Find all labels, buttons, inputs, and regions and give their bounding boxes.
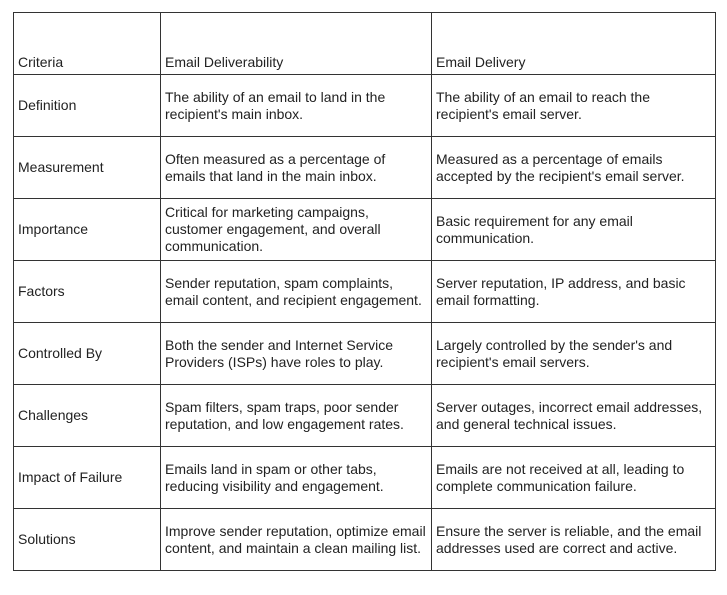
criteria-cell: Solutions xyxy=(13,508,161,571)
criteria-cell: Controlled By xyxy=(13,322,161,385)
criteria-cell: Challenges xyxy=(13,384,161,447)
table-row: Definition The ability of an email to lan… xyxy=(13,74,716,137)
comparison-table: Criteria Email Deliverability Email Delive… xyxy=(13,12,716,571)
table-cell: The ability of an email to land in the r… xyxy=(160,74,432,137)
table-row: Challenges Spam filters, spam traps, poor… xyxy=(13,384,716,447)
table-cell: The ability of an email to reach the rec… xyxy=(431,74,716,137)
table-cell: Basic requirement for any email communic… xyxy=(431,198,716,261)
table-cell: Critical for marketing campaigns, custom… xyxy=(160,198,432,261)
table-body: Definition The ability of an email to lan… xyxy=(13,74,716,571)
table-cell: Largely controlled by the sender's and r… xyxy=(431,322,716,385)
table-cell: Emails are not received at all, leading … xyxy=(431,446,716,509)
table-cell: Improve sender reputation, optimize emai… xyxy=(160,508,432,571)
table-row: Factors Sender reputation, spam complaint… xyxy=(13,260,716,323)
criteria-cell: Definition xyxy=(13,74,161,137)
header-cell: Criteria xyxy=(13,12,161,75)
header-cell: Email Deliverability xyxy=(160,12,432,75)
table-cell: Measured as a percentage of emails accep… xyxy=(431,136,716,199)
table-row: Controlled By Both the sender and Interne… xyxy=(13,322,716,385)
header-cell: Email Delivery xyxy=(431,12,716,75)
criteria-cell: Impact of Failure xyxy=(13,446,161,509)
header-row: Criteria Email Deliverability Email Delive… xyxy=(13,12,716,75)
criteria-cell: Factors xyxy=(13,260,161,323)
table-row: Measurement Often measured as a percentag… xyxy=(13,136,716,199)
table-row: Solutions Improve sender reputation, opti… xyxy=(13,508,716,571)
criteria-cell: Importance xyxy=(13,198,161,261)
table-cell: Server reputation, IP address, and basic… xyxy=(431,260,716,323)
table-cell: Often measured as a percentage of emails… xyxy=(160,136,432,199)
criteria-cell: Measurement xyxy=(13,136,161,199)
table-row: Importance Critical for marketing campaig… xyxy=(13,198,716,261)
table-row: Impact of Failure Emails land in spam or … xyxy=(13,446,716,509)
table-cell: Ensure the server is reliable, and the e… xyxy=(431,508,716,571)
table-cell: Server outages, incorrect email addresse… xyxy=(431,384,716,447)
table-cell: Both the sender and Internet Service Pro… xyxy=(160,322,432,385)
table-cell: Sender reputation, spam complaints, emai… xyxy=(160,260,432,323)
table-cell: Emails land in spam or other tabs, reduc… xyxy=(160,446,432,509)
table-cell: Spam filters, spam traps, poor sender re… xyxy=(160,384,432,447)
